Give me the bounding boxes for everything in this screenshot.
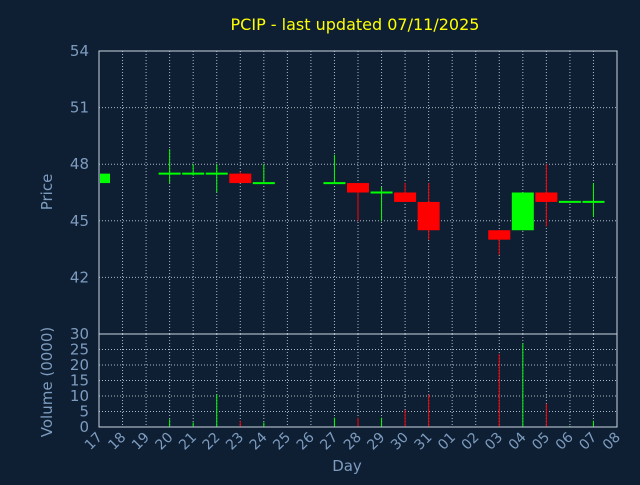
candle-body [347,183,369,193]
volume-tick-label: 25 [70,341,89,359]
x-tick-label: 27 [317,430,341,454]
x-tick-label: 22 [200,430,224,454]
x-tick-label: 07 [576,430,600,454]
x-tick-label: 24 [247,429,271,453]
price-tick-label: 51 [70,99,89,117]
volume-axis-label: Volume (0000) [38,327,56,437]
x-tick-label: 06 [553,429,577,453]
chart-title: PCIP - last updated 07/11/2025 [231,15,480,34]
candle-body [535,192,558,202]
x-tick-label: 26 [294,429,318,453]
x-tick-label: 01 [435,430,459,454]
x-tick-label: 05 [529,430,553,454]
volume-tick-label: 5 [79,403,89,421]
volume-tick-label: 20 [70,356,89,374]
candle-body [394,192,417,202]
price-axis-label: Price [38,174,56,211]
x-axis-label: Day [332,457,362,475]
price-tick-label: 45 [70,212,89,230]
price-tick-label: 54 [70,42,89,60]
x-tick-label: 03 [482,430,506,454]
x-tick-label: 04 [506,429,530,453]
candle-body [229,173,252,184]
volume-tick-label: 30 [70,325,89,343]
x-tick-label: 02 [459,430,483,454]
price-tick-label: 42 [70,268,89,286]
x-tick-label: 28 [341,430,365,454]
x-tick-label: 30 [388,430,412,454]
candle-body [417,201,440,231]
volume-panel-frame [98,333,618,428]
candle-body [488,230,511,240]
x-tick-label: 21 [176,430,200,454]
x-tick-label: 20 [153,430,177,454]
x-tick-label: 18 [105,430,129,454]
candle-body [100,173,110,184]
x-tick-label: 19 [129,430,153,454]
volume-tick-label: 15 [70,372,89,390]
candle-body [511,192,534,231]
price-tick-label: 48 [70,155,89,173]
volume-tick-label: 10 [70,387,89,405]
x-tick-label: 31 [412,430,436,454]
x-tick-label: 25 [270,430,294,454]
volume-tick-label: 0 [79,418,89,436]
x-tick-label: 08 [600,430,624,454]
x-tick-label: 23 [223,430,247,454]
x-tick-label: 29 [364,430,388,454]
